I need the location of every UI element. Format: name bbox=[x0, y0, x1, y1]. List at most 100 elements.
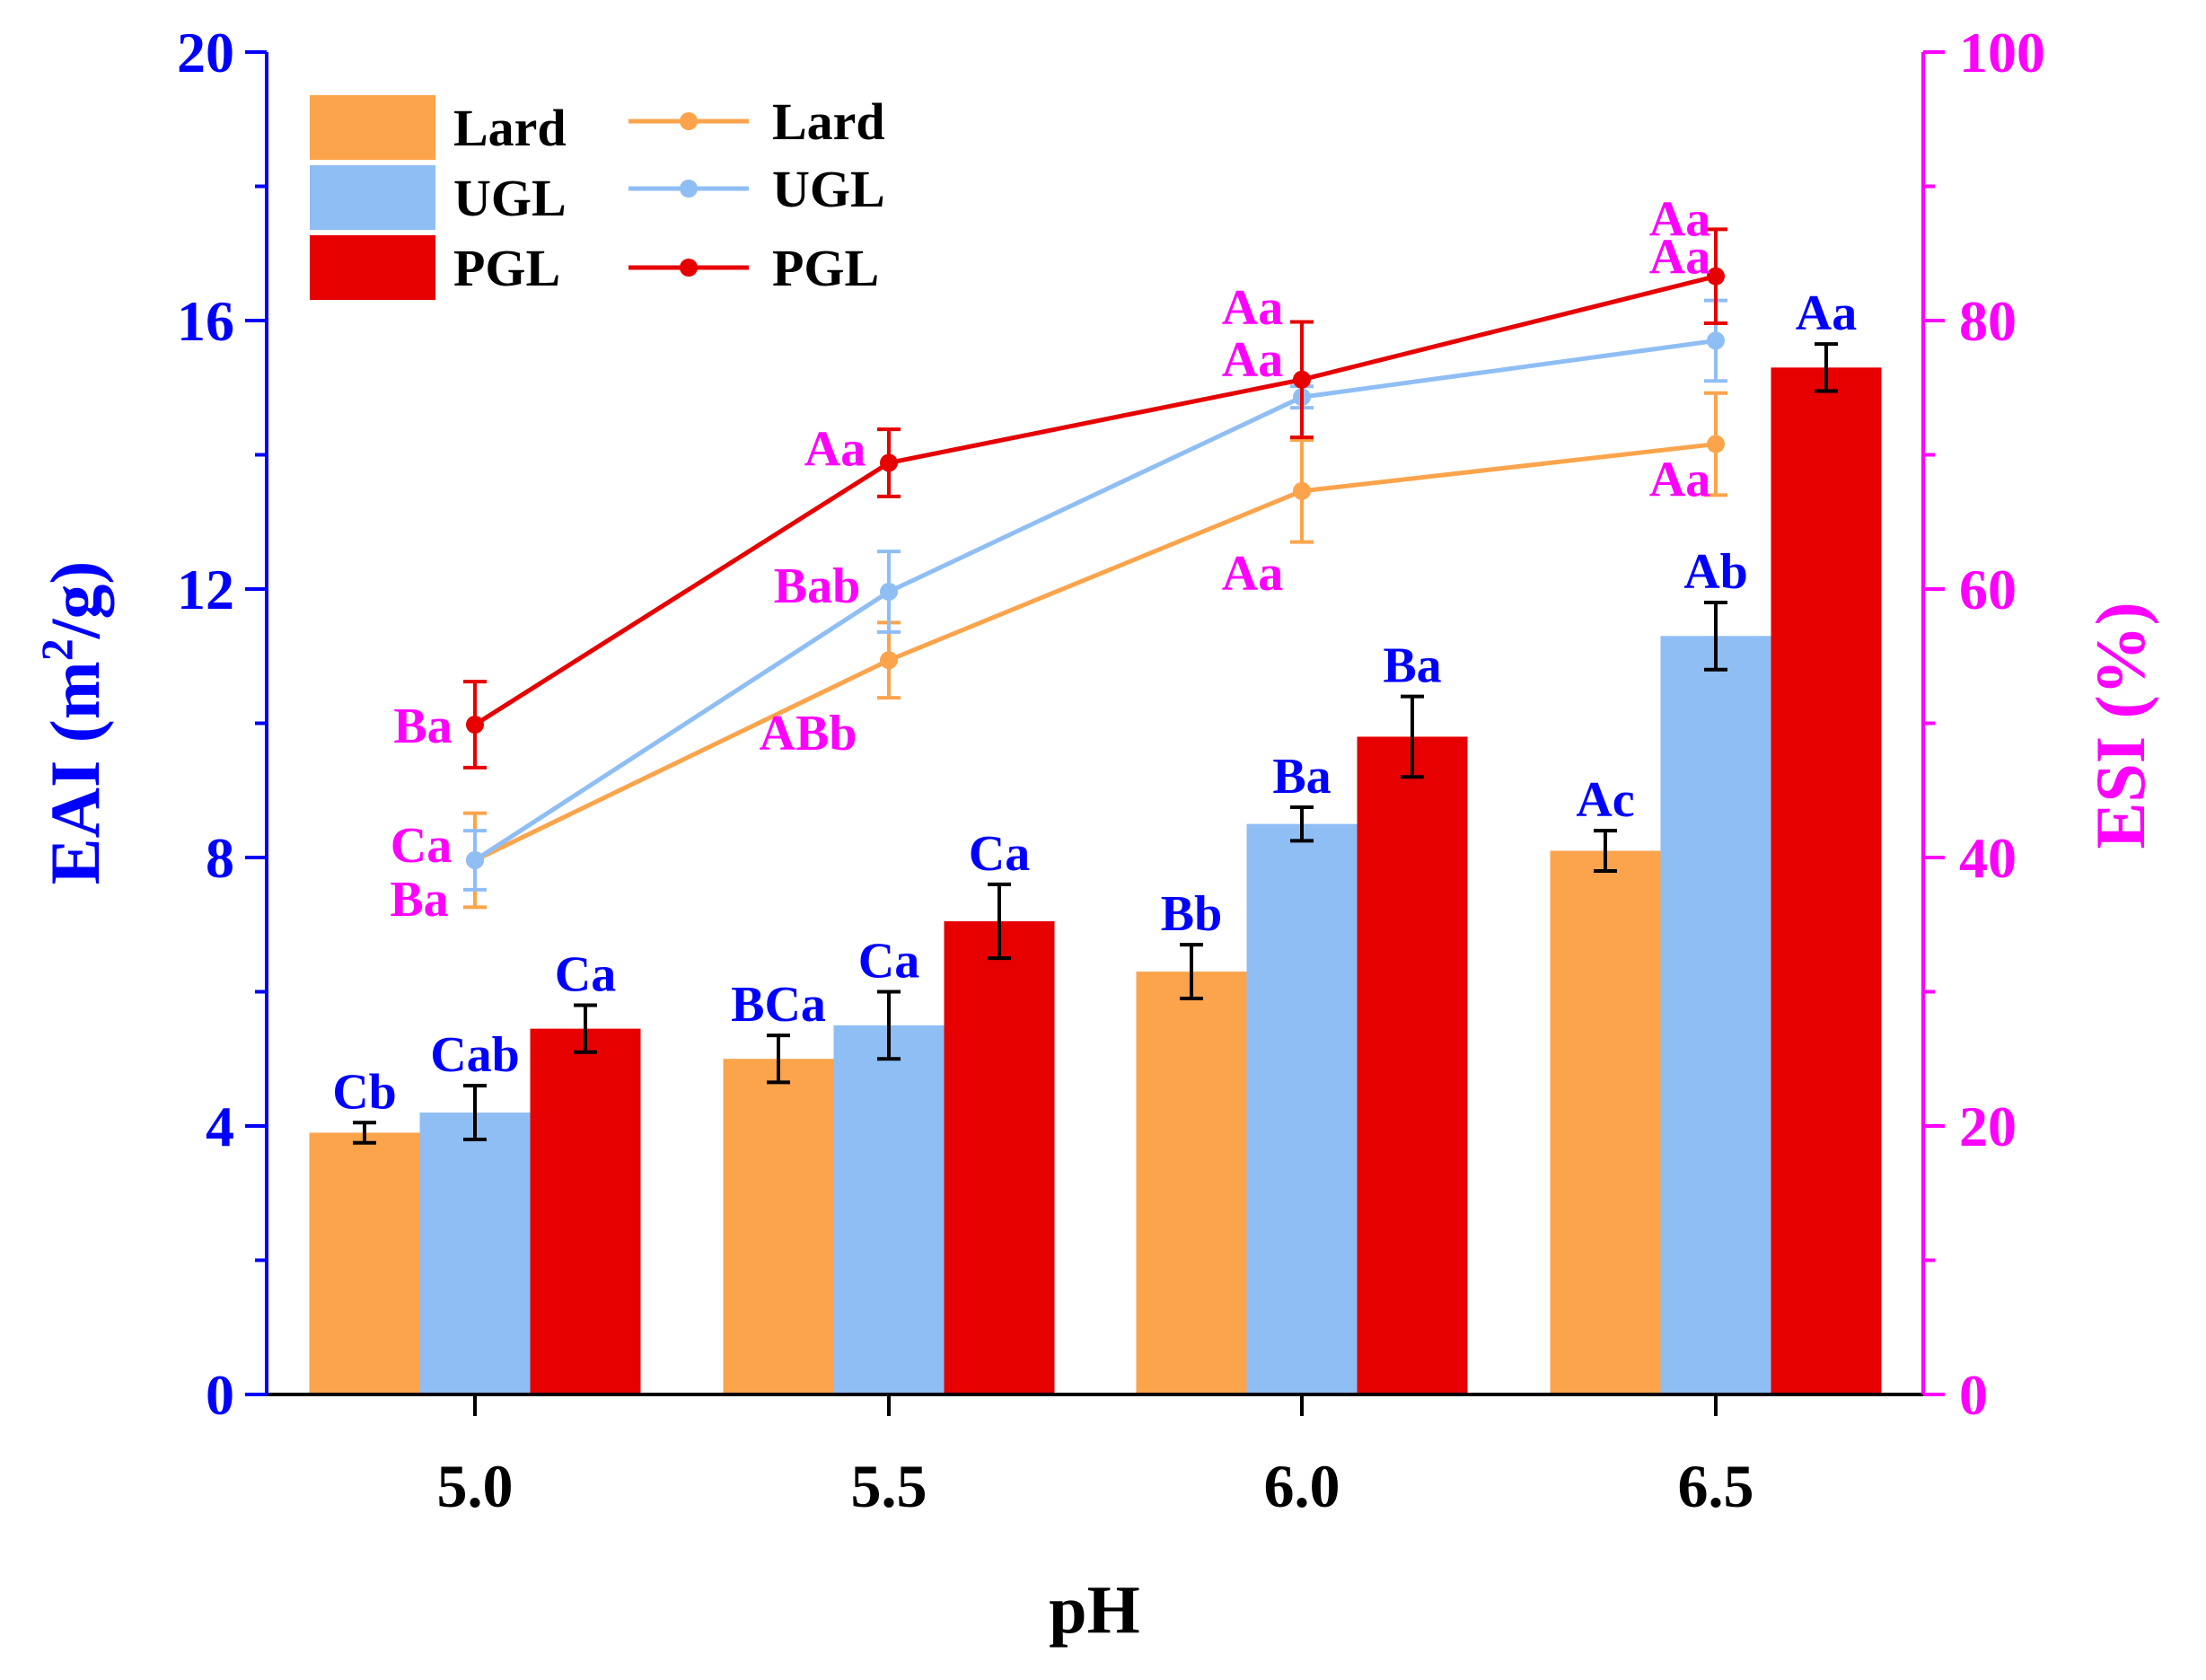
bar-error-ugl-5.5 bbox=[877, 990, 901, 1061]
legend-bar-label-pgl: PGL bbox=[453, 239, 560, 297]
lines-layer bbox=[463, 227, 1727, 910]
line-point-pgl-6.5 bbox=[1707, 267, 1725, 286]
right-tick-label: 0 bbox=[1959, 1363, 1988, 1427]
bar-ugl-5.5 bbox=[833, 1025, 945, 1394]
right-tick-label: 100 bbox=[1959, 21, 2045, 84]
right-axis-title: ESI (%) bbox=[2081, 602, 2159, 849]
x-tick-label: 6.0 bbox=[1264, 1452, 1340, 1520]
bar-pgl-5.5 bbox=[944, 921, 1055, 1394]
line-point-ugl-5.0 bbox=[466, 850, 484, 869]
bar-label-lard-6.5: Ac bbox=[1576, 772, 1634, 828]
bar-error-pgl-5.0 bbox=[574, 1003, 597, 1054]
bar-error-ugl-6.0 bbox=[1290, 805, 1314, 843]
line-label-ugl-6.0: Aa bbox=[1222, 332, 1283, 388]
bar-error-lard-5.0 bbox=[353, 1121, 376, 1145]
x-tick-label: 5.0 bbox=[437, 1452, 514, 1520]
legend-bar-swatch-ugl bbox=[310, 165, 435, 230]
line-label-lard-5.5: ABb bbox=[760, 706, 857, 761]
bar-error-ugl-5.0 bbox=[463, 1084, 487, 1141]
bar-label-pgl-6.0: Ba bbox=[1383, 638, 1441, 694]
bar-label-ugl-5.5: Ca bbox=[858, 934, 919, 990]
legend-line-marker bbox=[680, 180, 698, 198]
legend-line-swatch-ugl bbox=[628, 180, 749, 198]
bar-label-pgl-6.5: Aa bbox=[1796, 286, 1857, 341]
legend-bar-label-ugl: UGL bbox=[453, 169, 567, 227]
legend: Lard UGL PGL Lard UGL PGL bbox=[310, 92, 885, 300]
legend-line-swatch-pgl bbox=[628, 259, 749, 277]
x-tick-label: 5.5 bbox=[851, 1452, 927, 1520]
bar-label-pgl-5.5: Ca bbox=[969, 826, 1030, 882]
bars-layer bbox=[309, 342, 1882, 1395]
line-label-lard-5.0: Ba bbox=[390, 872, 448, 928]
legend-bar-swatch-lard bbox=[310, 95, 435, 160]
right-tick-label: 60 bbox=[1959, 558, 2017, 621]
left-axis-title-base: EAI (m bbox=[36, 661, 114, 884]
line-label-pgl-6.0: Aa bbox=[1222, 280, 1283, 336]
line-point-ugl-5.5 bbox=[880, 582, 898, 601]
bar-error-ugl-6.5 bbox=[1704, 600, 1727, 672]
legend-line-marker bbox=[680, 112, 698, 130]
bar-label-lard-5.0: Cb bbox=[332, 1064, 397, 1120]
bar-lard-6.5 bbox=[1550, 850, 1661, 1394]
x-axis-title: pH bbox=[1049, 1572, 1139, 1648]
bar-label-pgl-5.0: Ca bbox=[555, 946, 616, 1002]
bar-error-pgl-6.0 bbox=[1401, 694, 1424, 779]
legend-bar-swatch-pgl bbox=[310, 235, 435, 300]
legend-line-label-pgl: PGL bbox=[772, 239, 879, 297]
left-axis-title-sup: 2 bbox=[31, 638, 82, 661]
legend-line-label-lard: Lard bbox=[772, 92, 885, 151]
line-point-pgl-6.0 bbox=[1293, 370, 1311, 389]
bar-error-lard-6.5 bbox=[1594, 829, 1617, 873]
x-tick-label: 6.5 bbox=[1678, 1452, 1754, 1520]
left-tick-label: 12 bbox=[177, 558, 234, 621]
bar-ugl-6.0 bbox=[1246, 823, 1358, 1394]
bar-error-lard-5.5 bbox=[767, 1034, 790, 1085]
axes-layer: 0 4 8 12 16 20 0 20 40 60 80 100 5.0 5.5 6.0 6.5 pH EAI (… bbox=[31, 21, 2159, 1648]
line-ugl bbox=[473, 338, 1717, 863]
line-label-pgl-5.5: Aa bbox=[804, 421, 866, 477]
legend-line-swatch-lard bbox=[628, 112, 749, 130]
line-label-lard-6.0: Aa bbox=[1222, 546, 1283, 602]
line-lard bbox=[473, 442, 1717, 863]
line-label-lard-6.5: Aa bbox=[1649, 453, 1710, 508]
bar-lard-6.0 bbox=[1136, 972, 1247, 1394]
bar-pgl-5.0 bbox=[530, 1028, 641, 1394]
line-label-pgl-5.0: Ba bbox=[393, 699, 452, 754]
legend-bar-label-lard: Lard bbox=[453, 99, 567, 157]
line-point-lard-5.5 bbox=[880, 651, 898, 670]
right-tick-label: 80 bbox=[1959, 289, 2017, 353]
bar-label-ugl-6.0: Ba bbox=[1272, 749, 1331, 805]
line-pgl bbox=[473, 274, 1717, 727]
bar-label-ugl-5.0: Cab bbox=[430, 1027, 520, 1083]
line-label-ugl-6.5: Aa bbox=[1649, 229, 1710, 285]
line-point-ugl-6.5 bbox=[1707, 331, 1725, 350]
line-point-pgl-5.0 bbox=[466, 715, 484, 734]
bar-ugl-5.0 bbox=[419, 1113, 531, 1394]
left-tick-label: 8 bbox=[206, 826, 234, 890]
right-tick-label: 40 bbox=[1959, 826, 2017, 890]
line-point-lard-6.5 bbox=[1707, 435, 1725, 453]
bar-label-ugl-6.5: Ab bbox=[1683, 544, 1748, 600]
bar-lard-5.0 bbox=[309, 1132, 420, 1394]
left-tick-label: 4 bbox=[206, 1095, 234, 1158]
left-tick-label: 20 bbox=[177, 21, 234, 84]
legend-line-label-ugl: UGL bbox=[772, 160, 885, 218]
line-label-ugl-5.0: Ca bbox=[391, 818, 452, 874]
bar-error-lard-6.0 bbox=[1180, 943, 1203, 1000]
bar-label-lard-6.0: Bb bbox=[1161, 886, 1223, 942]
left-axis-title: EAI (m2/g) bbox=[31, 561, 114, 885]
line-label-pgl-6.5: Aa bbox=[1649, 192, 1710, 248]
line-label-ugl-5.5: Bab bbox=[774, 559, 861, 614]
bar-ugl-6.5 bbox=[1660, 636, 1771, 1394]
bar-pgl-6.5 bbox=[1771, 367, 1882, 1395]
bar-pgl-6.0 bbox=[1357, 736, 1468, 1394]
legend-line-marker bbox=[680, 259, 698, 277]
right-tick-label: 20 bbox=[1959, 1095, 2017, 1158]
bar-lard-5.5 bbox=[723, 1059, 834, 1394]
bar-label-lard-5.5: BCa bbox=[731, 977, 826, 1033]
left-axis-title-rest: /g) bbox=[36, 561, 114, 640]
line-point-lard-6.0 bbox=[1293, 481, 1311, 500]
line-point-pgl-5.5 bbox=[880, 453, 898, 472]
